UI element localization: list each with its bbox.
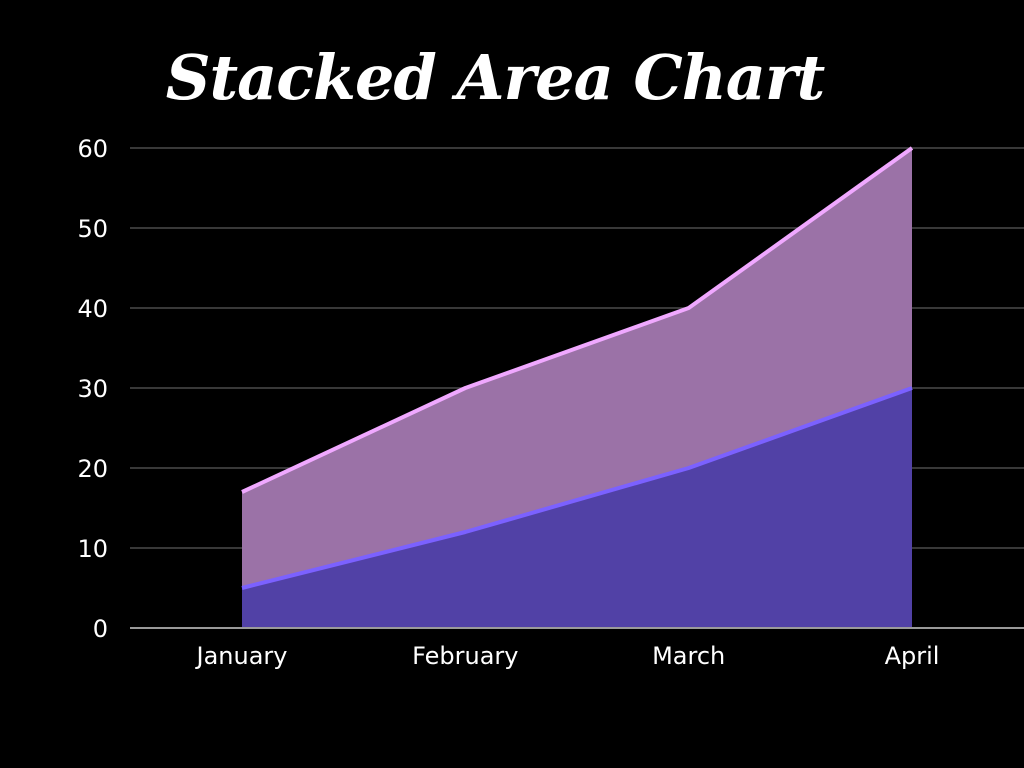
- y-axis-tick-labels: 0 10 20 30 40 50 60: [77, 135, 108, 643]
- x-tick-label: January: [195, 642, 288, 670]
- y-tick-label: 50: [77, 215, 108, 243]
- y-tick-label: 60: [77, 135, 108, 163]
- x-tick-label: April: [885, 642, 940, 670]
- y-tick-label: 20: [77, 455, 108, 483]
- x-axis-tick-labels: January February March April: [195, 642, 940, 670]
- chart-title: Stacked Area Chart: [165, 41, 826, 114]
- y-tick-label: 40: [77, 295, 108, 323]
- series-2-line: [241, 146, 914, 494]
- y-tick-label: 0: [93, 615, 108, 643]
- series-lines: [241, 146, 914, 590]
- area-series-2: [242, 148, 912, 588]
- x-tick-label: March: [652, 642, 725, 670]
- x-tick-label: February: [412, 642, 518, 670]
- y-tick-label: 30: [77, 375, 108, 403]
- series-1-line: [241, 386, 913, 590]
- area-series-1: [242, 388, 912, 628]
- area-series-group: [242, 148, 912, 628]
- y-tick-label: 10: [77, 535, 108, 563]
